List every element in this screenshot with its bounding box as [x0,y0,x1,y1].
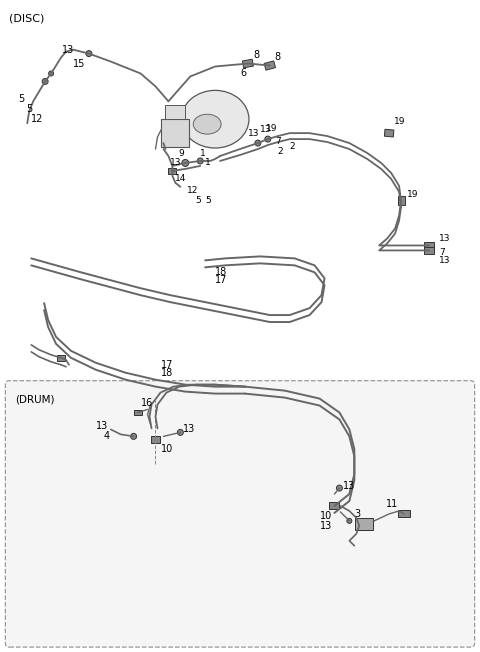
Bar [168,168,176,174]
Bar [242,59,253,68]
Text: 13: 13 [439,234,450,243]
Text: 8: 8 [253,50,259,59]
Bar [166,105,185,119]
Text: 7: 7 [439,248,444,257]
Circle shape [347,518,352,524]
Text: 13: 13 [183,424,195,434]
Text: 16: 16 [141,398,153,408]
Circle shape [131,434,137,439]
Text: 13: 13 [260,125,271,134]
Ellipse shape [193,114,221,134]
Text: 10: 10 [320,511,332,521]
Text: 5: 5 [18,95,24,104]
Text: 2: 2 [290,141,295,151]
Text: 12: 12 [31,114,44,124]
Circle shape [42,78,48,84]
Text: 19: 19 [394,117,406,126]
Text: 14: 14 [175,174,187,183]
Bar [424,247,434,254]
Text: 13: 13 [343,481,356,491]
Text: (DRUM): (DRUM) [15,394,55,405]
Text: 5: 5 [26,104,33,114]
Text: 5: 5 [205,196,211,205]
Text: 5: 5 [195,196,201,205]
Ellipse shape [181,91,249,148]
Text: 17: 17 [160,360,173,370]
Text: 10: 10 [160,444,173,454]
Text: 19: 19 [266,124,277,132]
Text: 1: 1 [200,149,206,158]
Bar [398,511,410,518]
Text: 13: 13 [248,128,260,138]
Text: 18: 18 [160,368,173,378]
Text: 12: 12 [187,186,199,196]
Circle shape [255,140,261,146]
Bar [355,518,373,530]
FancyBboxPatch shape [5,381,475,647]
Text: 6: 6 [240,68,246,78]
Bar [57,355,65,361]
Text: 7: 7 [275,136,280,145]
Text: 13: 13 [320,521,332,531]
Text: 11: 11 [386,499,398,509]
Text: 13: 13 [96,421,108,432]
Text: (DISC): (DISC) [9,14,45,24]
Text: 9: 9 [179,149,184,158]
Circle shape [336,485,342,491]
Text: 1: 1 [205,158,211,168]
Bar [384,129,394,137]
Text: 19: 19 [407,190,419,200]
Bar [264,61,276,70]
Bar [397,196,405,205]
Text: 3: 3 [354,509,360,519]
Circle shape [197,158,203,164]
Circle shape [265,136,271,142]
Bar [151,436,160,443]
Text: 2: 2 [278,147,283,156]
Text: 17: 17 [215,275,228,286]
Circle shape [48,71,54,76]
Circle shape [178,430,183,436]
Bar [161,119,189,147]
Circle shape [182,160,189,166]
Text: 13: 13 [439,256,450,265]
Text: 8: 8 [275,52,281,61]
Text: 18: 18 [215,267,228,277]
Bar [424,242,434,249]
Circle shape [86,51,92,57]
Text: 13: 13 [170,158,182,168]
Text: 4: 4 [104,432,110,441]
Text: 13: 13 [62,44,74,55]
Text: 15: 15 [73,59,85,68]
Bar [133,410,142,415]
Bar [329,503,339,509]
